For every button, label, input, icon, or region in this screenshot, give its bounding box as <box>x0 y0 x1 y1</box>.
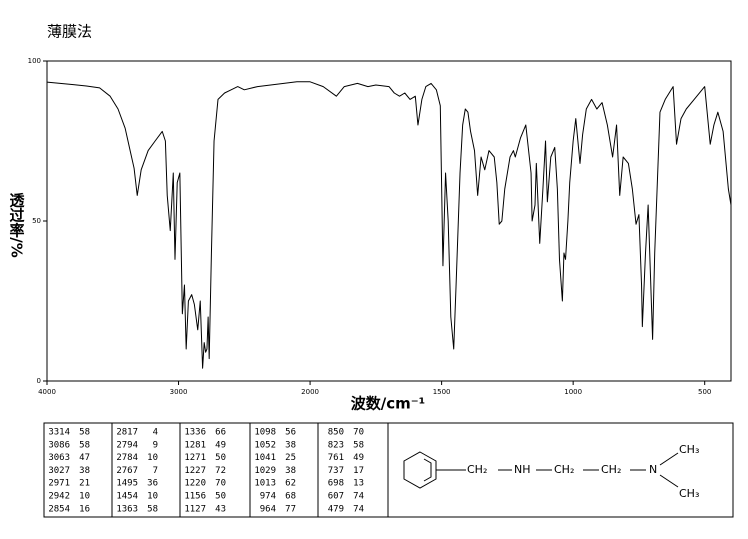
structure-bonds <box>403 451 679 489</box>
peak-transmittance: 13 <box>353 479 364 489</box>
peak-transmittance: 70 <box>215 479 226 489</box>
peak-wavenumber: 850 <box>328 428 344 438</box>
peak-wavenumber: 3027 <box>48 466 70 476</box>
spectrum-line <box>46 81 732 369</box>
peak-wavenumber: 1098 <box>254 428 276 438</box>
table-dividers <box>111 423 389 517</box>
peak-wavenumber: 479 <box>328 504 344 514</box>
peak-transmittance: 38 <box>285 440 296 450</box>
peak-transmittance: 50 <box>215 453 226 463</box>
x-tick-label: 500 <box>698 388 711 396</box>
peak-wavenumber: 974 <box>260 492 276 502</box>
peak-transmittance: 58 <box>147 504 158 514</box>
peak-transmittance: 49 <box>215 440 226 450</box>
group-label: NH <box>514 463 531 476</box>
peak-transmittance: 72 <box>215 466 226 476</box>
peak-wavenumber: 964 <box>260 504 276 514</box>
y-axis-label: 透过率/% <box>8 192 26 258</box>
peak-wavenumber: 1454 <box>116 492 138 502</box>
x-tick-label: 4000 <box>38 388 56 396</box>
peak-wavenumber: 1127 <box>184 504 206 514</box>
peak-transmittance: 77 <box>285 504 296 514</box>
x-tick-label: 1500 <box>433 388 451 396</box>
y-tick-label: 100 <box>28 57 41 65</box>
peak-wavenumber: 3063 <box>48 453 70 463</box>
peak-wavenumber: 607 <box>328 492 344 502</box>
peak-transmittance: 49 <box>353 453 364 463</box>
peak-transmittance: 10 <box>79 492 90 502</box>
y-tick-label: 50 <box>32 217 41 225</box>
peak-transmittance: 36 <box>147 479 158 489</box>
peak-transmittance: 58 <box>353 440 364 450</box>
peak-wavenumber: 1336 <box>184 428 206 438</box>
peak-wavenumber: 1029 <box>254 466 276 476</box>
peak-wavenumber: 3086 <box>48 440 70 450</box>
peak-wavenumber: 737 <box>328 466 344 476</box>
peak-transmittance: 7 <box>153 466 158 476</box>
peak-wavenumber: 1363 <box>116 504 138 514</box>
peak-transmittance: 25 <box>285 453 296 463</box>
peak-wavenumber: 2942 <box>48 492 70 502</box>
peak-transmittance: 68 <box>285 492 296 502</box>
group-label: CH₂ <box>554 463 574 476</box>
peak-wavenumber: 698 <box>328 479 344 489</box>
peak-wavenumber: 2767 <box>116 466 138 476</box>
group-label: CH₂ <box>601 463 621 476</box>
plot-frame <box>46 60 732 382</box>
x-tick-label: 3000 <box>170 388 188 396</box>
peak-transmittance: 21 <box>79 479 90 489</box>
x-tick-label: 2000 <box>301 388 319 396</box>
peak-transmittance: 74 <box>353 504 364 514</box>
peak-wavenumber: 1052 <box>254 440 276 450</box>
peak-transmittance: 10 <box>147 453 158 463</box>
peak-wavenumber: 1041 <box>254 453 276 463</box>
peak-transmittance: 9 <box>153 440 158 450</box>
peak-transmittance: 4 <box>153 428 158 438</box>
peak-wavenumber: 1495 <box>116 479 138 489</box>
peak-wavenumber: 2784 <box>116 453 138 463</box>
peak-transmittance: 70 <box>353 428 364 438</box>
peak-transmittance: 47 <box>79 453 90 463</box>
peak-wavenumber: 2971 <box>48 479 70 489</box>
structure: CH₂ NH CH₂ CH₂ N CH₃ CH₃ <box>467 443 699 500</box>
x-axis-label: 波数/cm⁻¹ <box>351 395 426 413</box>
group-label: CH₃ <box>679 443 699 456</box>
peak-transmittance: 58 <box>79 428 90 438</box>
peak-transmittance: 50 <box>215 492 226 502</box>
peak-wavenumber: 1281 <box>184 440 206 450</box>
peak-wavenumber: 1271 <box>184 453 206 463</box>
peak-wavenumber: 2794 <box>116 440 138 450</box>
peak-transmittance: 38 <box>79 466 90 476</box>
peak-transmittance: 58 <box>79 440 90 450</box>
peak-transmittance: 16 <box>79 504 90 514</box>
peak-wavenumber: 1156 <box>184 492 206 502</box>
peak-transmittance: 62 <box>285 479 296 489</box>
peak-wavenumber: 761 <box>328 453 344 463</box>
peak-wavenumber: 2854 <box>48 504 70 514</box>
peak-transmittance: 74 <box>353 492 364 502</box>
peak-transmittance: 66 <box>215 428 226 438</box>
peak-wavenumber: 1227 <box>184 466 206 476</box>
x-tick-label: 1000 <box>564 388 582 396</box>
peak-transmittance: 43 <box>215 504 226 514</box>
peak-wavenumber: 3314 <box>48 428 70 438</box>
peak-wavenumber: 1220 <box>184 479 206 489</box>
peak-transmittance: 56 <box>285 428 296 438</box>
group-label: N <box>649 463 657 476</box>
group-label: CH₃ <box>679 487 699 500</box>
peak-wavenumber: 2817 <box>116 428 138 438</box>
chart-title: 薄膜法 <box>47 23 92 41</box>
peak-wavenumber: 823 <box>328 440 344 450</box>
group-label: CH₂ <box>467 463 487 476</box>
peak-transmittance: 17 <box>353 466 364 476</box>
peak-transmittance: 38 <box>285 466 296 476</box>
y-tick-label: 0 <box>37 377 41 385</box>
peak-wavenumber: 1013 <box>254 479 276 489</box>
peak-transmittance: 10 <box>147 492 158 502</box>
